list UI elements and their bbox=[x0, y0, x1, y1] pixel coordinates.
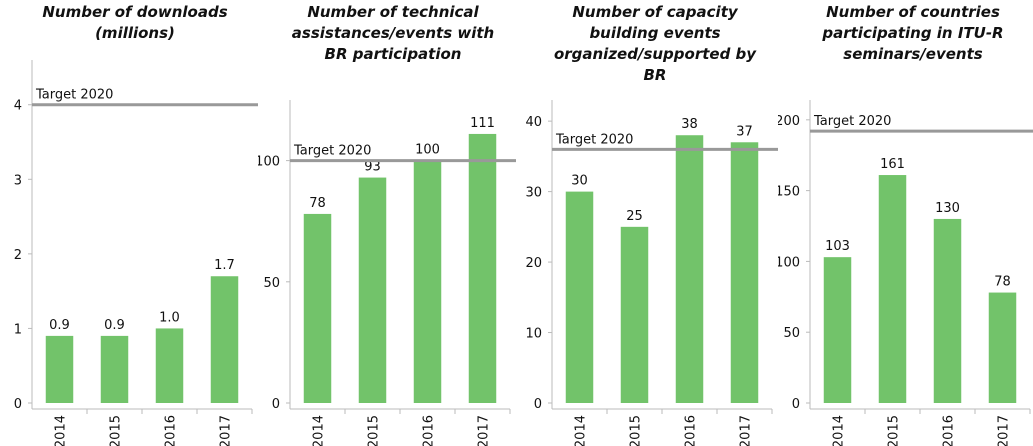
y-tick-label: 2 bbox=[14, 248, 22, 263]
value-label: 100 bbox=[415, 143, 440, 158]
bar bbox=[413, 160, 442, 403]
x-tick-label: 2016 bbox=[422, 415, 437, 446]
y-tick-label: 30 bbox=[525, 186, 542, 201]
bar bbox=[303, 213, 332, 403]
x-tick-label: 2017 bbox=[477, 415, 492, 446]
value-label: 25 bbox=[626, 209, 643, 224]
bar bbox=[358, 177, 387, 403]
bar bbox=[620, 226, 649, 403]
bar bbox=[823, 257, 852, 403]
x-tick-label: 2016 bbox=[164, 415, 179, 446]
y-tick-label: 1 bbox=[14, 322, 22, 337]
bar bbox=[675, 135, 704, 404]
value-label: 78 bbox=[309, 196, 326, 211]
value-label: 78 bbox=[994, 275, 1011, 290]
target-label: Target 2020 bbox=[555, 132, 633, 147]
chart-panel: Number of technical assistances/events w… bbox=[258, 0, 516, 446]
y-tick-label: 3 bbox=[14, 173, 22, 188]
x-tick-label: 2017 bbox=[219, 415, 234, 446]
y-tick-label: 100 bbox=[778, 255, 800, 270]
x-tick-label: 2016 bbox=[942, 415, 957, 446]
x-tick-label: 2014 bbox=[54, 415, 69, 446]
chart-panel: Number of capacity building events organ… bbox=[520, 0, 778, 446]
y-tick-label: 150 bbox=[778, 185, 800, 200]
y-tick-label: 20 bbox=[525, 256, 542, 271]
bar bbox=[730, 142, 759, 404]
y-tick-label: 0 bbox=[14, 397, 22, 412]
bar bbox=[988, 292, 1017, 403]
value-label: 37 bbox=[736, 124, 753, 139]
x-tick-label: 2015 bbox=[367, 415, 382, 446]
y-tick-label: 40 bbox=[525, 115, 542, 130]
chart: 0 50 100 78 2014 93 2015 100 2016 111 2017 Target 2… bbox=[258, 100, 516, 446]
bar bbox=[210, 276, 239, 403]
value-label: 0.9 bbox=[49, 318, 70, 333]
y-tick-label: 0 bbox=[272, 397, 280, 412]
target-label: Target 2020 bbox=[293, 144, 371, 159]
bar bbox=[100, 335, 129, 403]
y-tick-label: 100 bbox=[258, 155, 280, 170]
y-tick-label: 200 bbox=[778, 114, 800, 129]
chart-panel: Number of countries participating in ITU… bbox=[778, 0, 1033, 446]
y-tick-label: 50 bbox=[783, 326, 800, 341]
value-label: 30 bbox=[571, 174, 588, 189]
chart: 0 1 2 3 4 0.9 2014 0.9 2015 1.0 2016 1.7 2017 Target … bbox=[14, 60, 258, 446]
x-tick-label: 2017 bbox=[997, 415, 1012, 446]
chart: 0 10 20 30 40 30 2014 25 2015 38 2016 37 2017 Target … bbox=[525, 100, 778, 446]
y-tick-label: 4 bbox=[14, 99, 22, 114]
x-tick-label: 2016 bbox=[684, 415, 699, 446]
chart-title: Number of downloads (millions) bbox=[42, 3, 228, 42]
x-tick-label: 2015 bbox=[109, 415, 124, 446]
x-tick-label: 2014 bbox=[832, 415, 847, 446]
value-label: 1.7 bbox=[214, 258, 235, 273]
y-tick-label: 10 bbox=[525, 327, 542, 342]
y-tick-label: 0 bbox=[792, 397, 800, 412]
value-label: 130 bbox=[935, 201, 960, 216]
y-tick-label: 0 bbox=[534, 397, 542, 412]
value-label: 103 bbox=[825, 239, 850, 254]
value-label: 1.0 bbox=[159, 310, 180, 325]
bar bbox=[933, 218, 962, 403]
x-tick-label: 2014 bbox=[312, 415, 327, 446]
value-label: 93 bbox=[364, 160, 381, 175]
chart-title: Number of technical assistances/events w… bbox=[291, 3, 495, 63]
target-label: Target 2020 bbox=[813, 114, 891, 129]
chart-panel: Number of downloads (millions) 0 1 2 3 4 0.9 20… bbox=[0, 0, 258, 446]
x-tick-label: 2015 bbox=[887, 415, 902, 446]
value-label: 161 bbox=[880, 157, 905, 172]
value-label: 0.9 bbox=[104, 318, 125, 333]
bar bbox=[878, 175, 907, 403]
bar bbox=[155, 328, 184, 403]
bar bbox=[45, 335, 74, 403]
bar bbox=[468, 133, 497, 403]
y-tick-label: 50 bbox=[263, 276, 280, 291]
value-label: 111 bbox=[470, 116, 495, 131]
x-tick-label: 2015 bbox=[629, 415, 644, 446]
chart-title: Number of countries participating in ITU… bbox=[822, 3, 1004, 63]
chart: 0 50 100 150 200 103 2014 161 2015 130 2016 78 2017 T… bbox=[778, 100, 1033, 446]
chart-title: Number of capacity building events organ… bbox=[553, 3, 757, 84]
x-tick-label: 2014 bbox=[574, 415, 589, 446]
value-label: 38 bbox=[681, 117, 698, 132]
x-tick-label: 2017 bbox=[739, 415, 754, 446]
target-label: Target 2020 bbox=[35, 88, 113, 103]
bar bbox=[565, 191, 594, 403]
